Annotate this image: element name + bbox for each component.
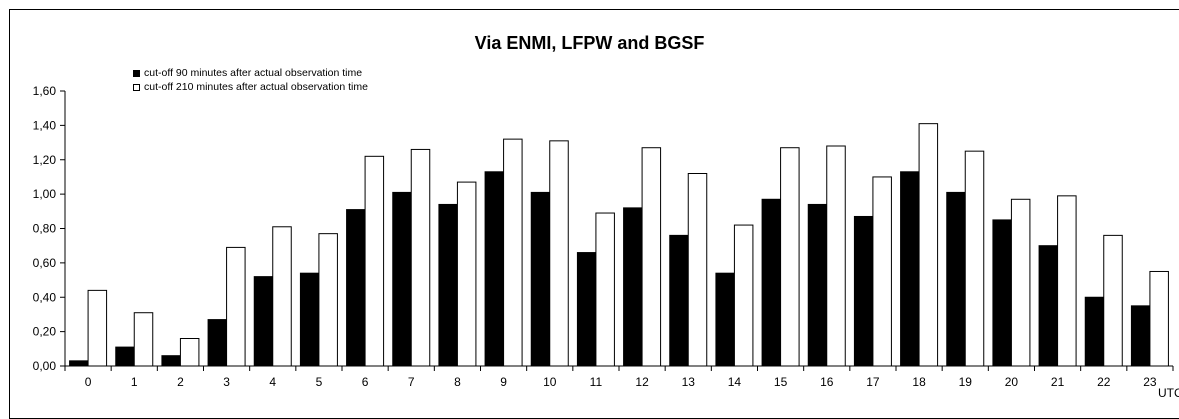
bar-series-1: [1038, 245, 1059, 367]
bar-series-1: [69, 360, 89, 367]
bar-series-2: [410, 148, 431, 367]
bar-series-1: [299, 272, 320, 367]
bar-series-2: [964, 150, 985, 367]
bar-series-2: [780, 147, 800, 367]
x-tick-label: 23: [1143, 375, 1157, 389]
x-tick-label: 20: [1005, 375, 1019, 389]
bar-series-1: [253, 276, 274, 367]
x-tick-label: 21: [1051, 375, 1065, 389]
bar-series-2: [1149, 270, 1169, 367]
bar-series-1: [623, 207, 643, 367]
bar-series-1: [761, 198, 782, 367]
bar-series-2: [733, 224, 754, 367]
chart-legend: cut-off 90 minutes after actual observat…: [133, 66, 368, 94]
y-tick-label: 1,20: [33, 153, 57, 167]
y-tick-label: 1,00: [33, 187, 57, 201]
bar-series-2: [272, 226, 292, 367]
bar-series-1: [346, 209, 366, 367]
bar-series-2: [826, 145, 846, 367]
y-tick-label: 1,40: [33, 118, 57, 132]
bar-series-2: [872, 176, 892, 367]
x-tick-label: 18: [912, 375, 926, 389]
bar-series-1: [438, 203, 458, 367]
bar-series-1: [853, 215, 874, 367]
legend-label-series-2: cut-off 210 minutes after actual observa…: [144, 81, 368, 93]
bar-series-2: [918, 123, 939, 367]
x-tick-label: 1: [131, 375, 138, 389]
bar-series-2: [1010, 198, 1031, 367]
bar-series-1: [946, 191, 966, 367]
bar-series-2: [133, 312, 154, 367]
y-tick-label: 0,00: [33, 359, 57, 373]
x-tick-label: 2: [177, 375, 184, 389]
bar-series-1: [900, 171, 920, 367]
bar-series-2: [549, 140, 569, 367]
bar-series-2: [641, 147, 662, 367]
x-tick-label: 14: [728, 375, 742, 389]
x-tick-label: 10: [543, 375, 557, 389]
bar-series-2: [87, 289, 108, 367]
y-tick-label: 0,60: [33, 256, 57, 270]
x-tick-label: 19: [959, 375, 973, 389]
bar-series-1: [715, 272, 735, 367]
bar-series-2: [318, 233, 338, 367]
legend-entry-series-2: cut-off 210 minutes after actual observa…: [133, 80, 368, 94]
y-tick-label: 0,80: [33, 222, 57, 236]
x-tick-label: 4: [269, 375, 276, 389]
x-tick-label: 7: [408, 375, 415, 389]
x-tick-label: 16: [820, 375, 834, 389]
x-tick-label: 9: [500, 375, 507, 389]
bar-series-2: [595, 212, 615, 367]
bar-series-1: [161, 355, 181, 367]
bar-series-2: [226, 246, 246, 367]
legend-label-series-1: cut-off 90 minutes after actual observat…: [144, 67, 363, 79]
x-tick-label: 3: [223, 375, 230, 389]
chart-title: Via ENMI, LFPW and BGSF: [474, 33, 705, 53]
bar-series-1: [530, 191, 551, 367]
x-tick-label: 6: [362, 375, 369, 389]
bar-series-1: [484, 171, 505, 367]
bar-series-1: [115, 346, 135, 367]
bar-series-2: [503, 138, 523, 367]
bar-series-1: [207, 319, 228, 367]
bar-series-1: [576, 252, 597, 367]
bar-series-1: [1130, 305, 1151, 367]
chart-plot: 0,000,200,400,600,801,001,201,401,600 1 2 3…: [33, 84, 1179, 400]
bar-series-2: [179, 338, 200, 367]
x-tick-label: 17: [866, 375, 880, 389]
x-tick-label: 13: [682, 375, 696, 389]
bar-series-2: [1103, 234, 1123, 367]
legend-entry-series-1: cut-off 90 minutes after actual observat…: [133, 66, 368, 80]
x-tick-label: 12: [635, 375, 649, 389]
x-tick-label: 5: [316, 375, 323, 389]
x-tick-label: 22: [1097, 375, 1111, 389]
bar-series-1: [669, 234, 689, 367]
bar-series-2: [364, 155, 385, 367]
bar-series-2: [687, 173, 708, 367]
bar-series-2: [456, 181, 477, 367]
bar-series-1: [992, 219, 1012, 367]
bar-series-2: [1057, 195, 1077, 367]
y-tick-label: 1,60: [33, 84, 57, 98]
y-tick-label: 0,20: [33, 325, 57, 339]
bar-series-1: [1084, 296, 1105, 367]
x-axis-label: UTC: [1158, 386, 1179, 400]
x-tick-label: 0: [85, 375, 92, 389]
legend-swatch-series-2: [133, 83, 140, 91]
y-tick-label: 0,40: [33, 290, 57, 304]
x-tick-label: 15: [774, 375, 788, 389]
x-tick-label: 11: [590, 375, 603, 389]
x-tick-label: 8: [454, 375, 461, 389]
bar-series-1: [807, 203, 828, 367]
legend-swatch-series-1: [133, 69, 140, 77]
bar-series-1: [392, 191, 412, 367]
